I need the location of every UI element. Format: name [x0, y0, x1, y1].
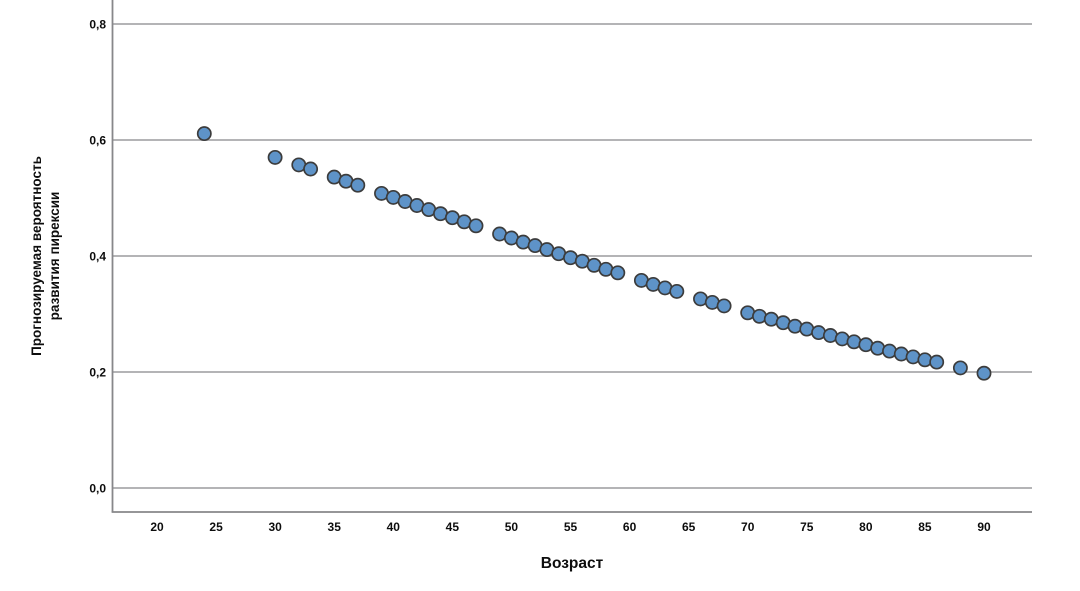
y-tick-label: 0,6	[89, 134, 106, 148]
x-tick-label: 60	[623, 520, 637, 534]
data-point	[952, 360, 968, 376]
data-point	[976, 365, 992, 381]
data-point	[303, 161, 319, 177]
x-tick-label: 25	[209, 520, 223, 534]
x-tick-label: 40	[387, 520, 401, 534]
x-axis-title: Возраст	[541, 555, 604, 572]
y-tick-label: 0,4	[89, 250, 106, 264]
x-tick-label: 65	[682, 520, 696, 534]
data-point	[350, 177, 366, 193]
x-tick-label: 50	[505, 520, 519, 534]
data-point	[267, 149, 283, 165]
y-axis-title-line2: развития пирексии	[47, 192, 62, 321]
data-points	[196, 126, 992, 381]
y-tick-label: 0,0	[89, 482, 106, 496]
x-tick-label: 80	[859, 520, 873, 534]
x-axis-tick-labels: 20 25 30 35 40 45 50 55 60 65 70 75 80 85 90	[150, 520, 991, 534]
data-point	[929, 354, 945, 370]
x-tick-label: 75	[800, 520, 814, 534]
y-axis-title-line1: Прогнозируемая вероятность	[29, 156, 44, 356]
x-tick-label: 45	[446, 520, 460, 534]
data-point	[196, 126, 212, 142]
x-tick-label: 85	[918, 520, 932, 534]
x-tick-label: 70	[741, 520, 755, 534]
data-point	[716, 298, 732, 314]
data-point	[846, 334, 862, 350]
x-tick-label: 20	[150, 520, 164, 534]
y-axis-tick-labels: 0,0 0,2 0,4 0,6 0,8	[89, 18, 106, 496]
x-tick-label: 35	[328, 520, 342, 534]
x-tick-label: 90	[977, 520, 991, 534]
x-tick-label: 55	[564, 520, 578, 534]
data-point	[669, 283, 685, 299]
y-tick-label: 0,8	[89, 18, 106, 32]
y-tick-label: 0,2	[89, 366, 106, 380]
data-point	[917, 352, 933, 368]
x-tick-label: 30	[268, 520, 282, 534]
data-point	[610, 265, 626, 281]
data-point	[468, 218, 484, 234]
